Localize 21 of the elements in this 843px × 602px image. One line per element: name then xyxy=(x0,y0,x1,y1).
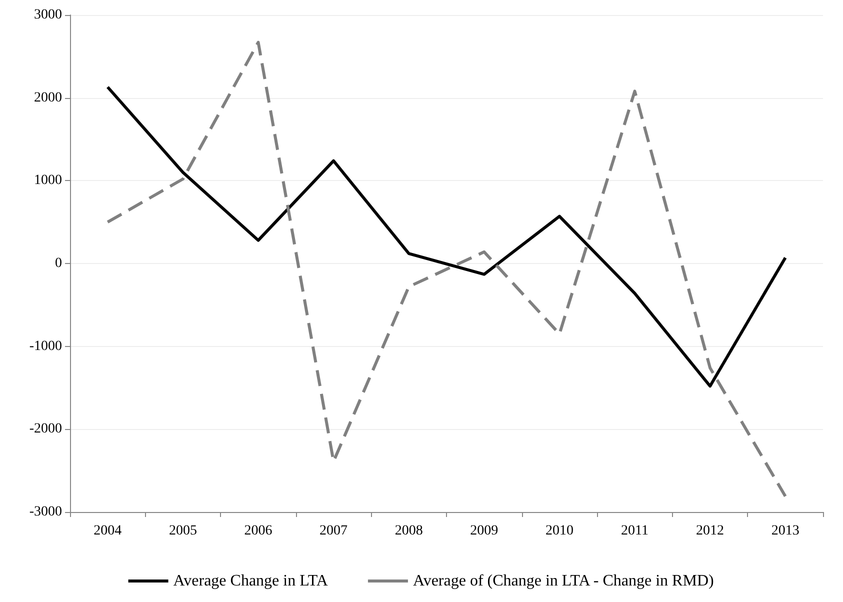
x-tick-label: 2007 xyxy=(320,524,348,538)
line-series xyxy=(106,86,787,388)
y-tick-label: 3000 xyxy=(34,8,62,22)
x-tick-label: 2009 xyxy=(470,524,498,538)
x-tick-label: 2013 xyxy=(771,524,800,538)
y-tick-label: 2000 xyxy=(34,90,62,106)
x-tick-label: 2005 xyxy=(168,524,197,538)
x-tick-label: 2011 xyxy=(621,524,648,538)
y-tick-label: 0 xyxy=(55,256,62,271)
y-tick-label: -3000 xyxy=(29,504,62,520)
x-tick-label: 2012 xyxy=(696,524,724,538)
y-tick-label: 1000 xyxy=(34,173,62,188)
x-tick-label: 2006 xyxy=(244,524,272,538)
y-tick-label: -1000 xyxy=(29,338,62,354)
x-tick-label: 2010 xyxy=(545,524,574,538)
x-tick-label: 2008 xyxy=(394,524,423,538)
y-tick-label: -2000 xyxy=(29,422,62,437)
legend-label: Average Change in LTA xyxy=(173,572,328,590)
line-series xyxy=(106,40,787,498)
x-tick-label: 2004 xyxy=(94,524,122,538)
legend-label: Average of (Change in LTA - Change in RMD) xyxy=(412,572,714,590)
